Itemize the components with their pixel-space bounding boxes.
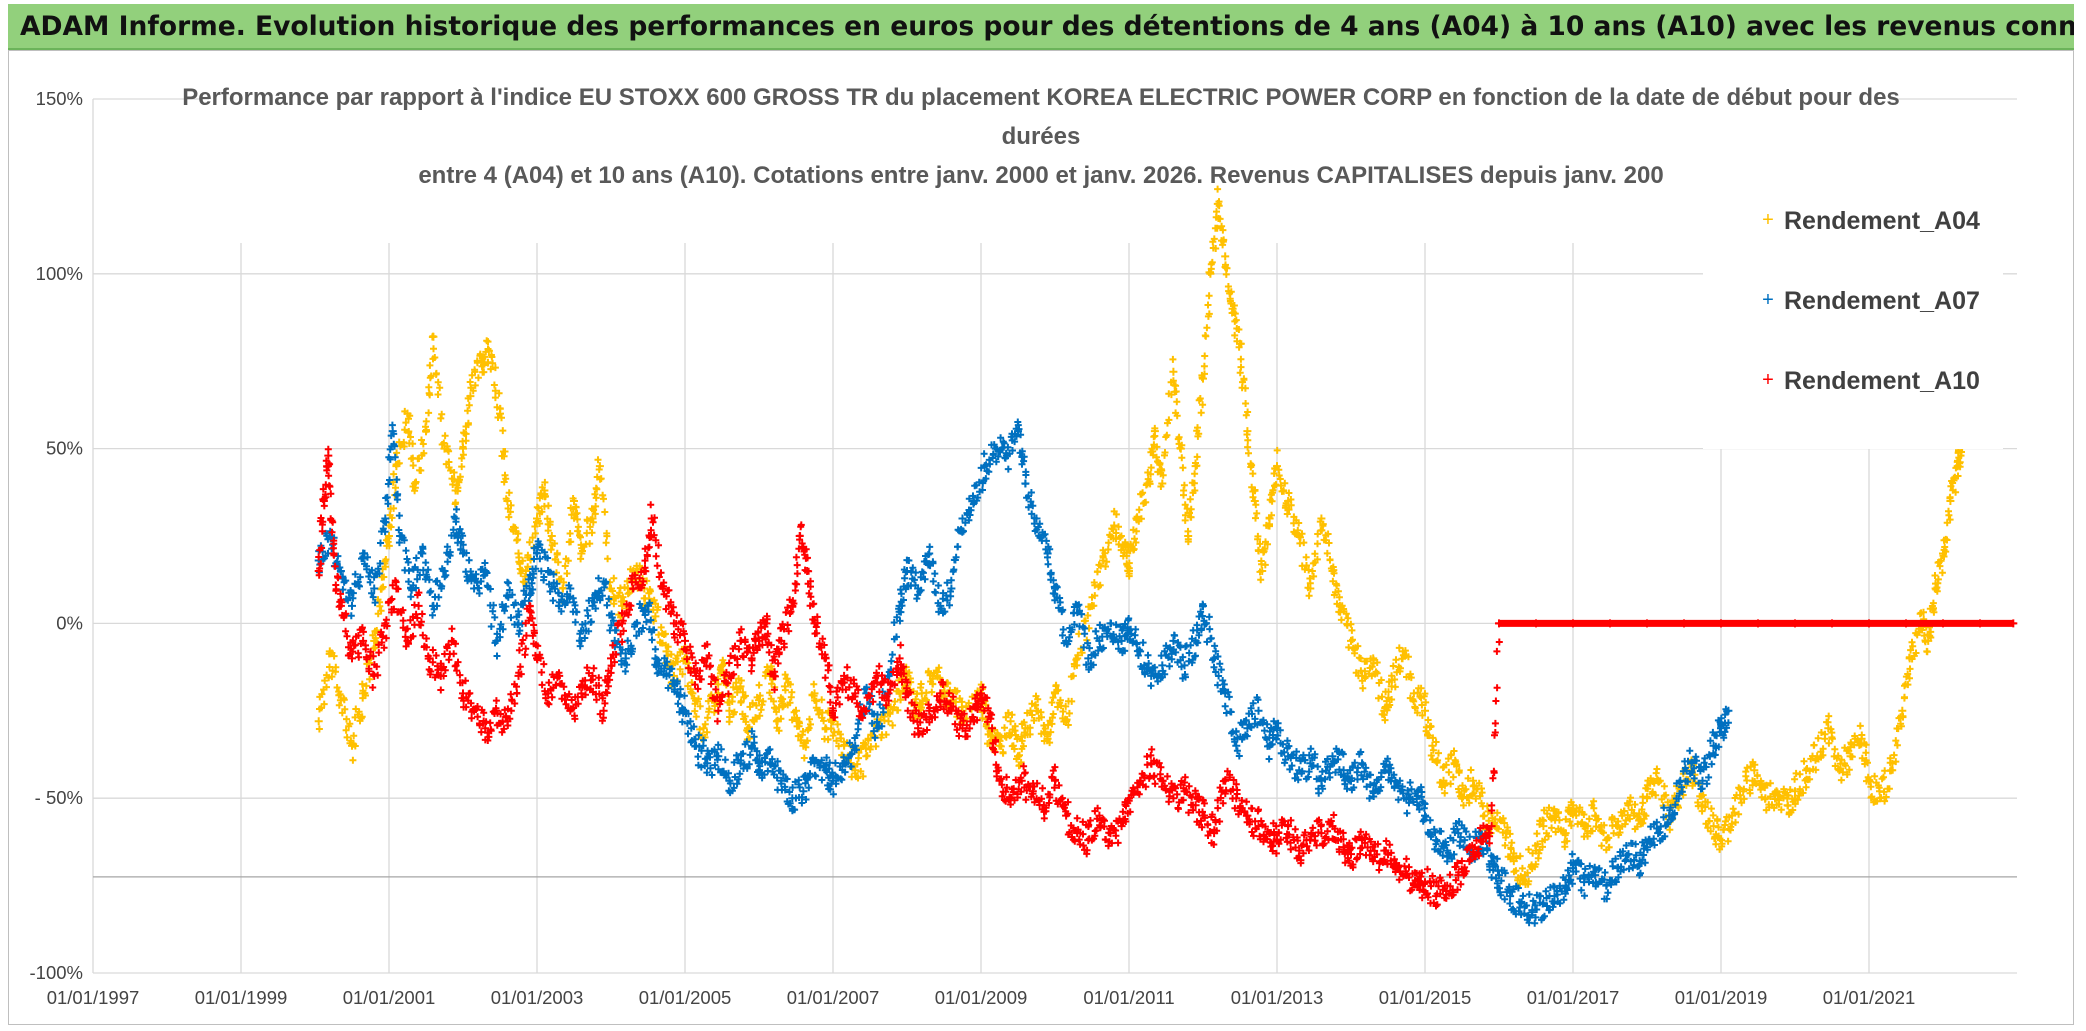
cloud-a07 — [315, 418, 1732, 927]
point-a04 — [1169, 367, 1178, 376]
x-tick-label: 01/01/2009 — [935, 987, 1028, 1008]
legend-item-a04: + Rendement_A04 — [1762, 207, 1980, 235]
point-a04 — [1347, 636, 1355, 645]
point-a07 — [1506, 892, 1515, 901]
point-a10 — [607, 654, 615, 663]
chart-title-line-3: entre 4 (A04) et 10 ans (A10). Cotations… — [418, 162, 1663, 189]
legend-item-a10: + Rendement_A10 — [1762, 367, 1980, 395]
y-tick-label: 150% — [36, 88, 83, 109]
y-tick-label: 100% — [36, 263, 83, 284]
y-tick-label: - 50% — [35, 787, 83, 808]
x-tick-label: 01/01/2011 — [1083, 987, 1174, 1008]
y-tick-label: 50% — [46, 438, 83, 459]
legend-marker-a07: + — [1762, 289, 1774, 311]
point-a10 — [1169, 794, 1178, 803]
point-a04 — [547, 532, 556, 540]
point-a10 — [681, 636, 689, 645]
chart-title-line-2: durées — [1002, 123, 1081, 150]
series-rendement-a10 — [314, 445, 2018, 910]
point-a04 — [314, 717, 323, 726]
point-a04 — [1709, 822, 1718, 831]
point-a10 — [481, 724, 490, 733]
point-a10 — [324, 451, 333, 460]
performance-scatter-chart: -100%- 50%0%50%100%150% 01/01/1997 01/01/… — [30, 84, 2018, 1008]
legend-label-a04: Rendement_A04 — [1784, 207, 1980, 235]
point-a07 — [348, 601, 356, 610]
x-axis-tick-labels: 01/01/1997 01/01/1999 01/01/2001 01/01/2003… — [47, 987, 1916, 1008]
x-tick-label: 01/01/2005 — [639, 987, 732, 1008]
title-background — [209, 91, 1889, 243]
legend-marker-a10: + — [1762, 369, 1774, 391]
point-a07 — [958, 514, 967, 523]
x-tick-label: 01/01/2001 — [343, 987, 436, 1008]
point-a07 — [1210, 654, 1219, 663]
chart-title-line-1: Performance par rapport à l'indice EU ST… — [182, 84, 1900, 111]
legend-marker-a04: + — [1762, 209, 1774, 231]
point-a04 — [725, 706, 734, 715]
point-a04 — [1791, 787, 1799, 796]
legend-label-a10: Rendement_A10 — [1784, 367, 1980, 395]
point-a07 — [799, 787, 808, 796]
y-tick-label: 0% — [56, 612, 83, 633]
x-tick-label: 01/01/2013 — [1231, 987, 1324, 1008]
y-tick-label: -100% — [30, 962, 83, 983]
point-a10 — [988, 724, 997, 733]
series-rendement-a07 — [314, 418, 1733, 927]
point-a07 — [370, 584, 379, 593]
y-axis-tick-labels: -100% - 50% 0% 50% 100% 150% — [30, 88, 83, 983]
legend-label-a07: Rendement_A07 — [1784, 287, 1980, 315]
point-a07 — [1232, 741, 1241, 750]
point-a07 — [1254, 706, 1263, 715]
point-a04 — [1006, 717, 1015, 726]
x-tick-label: 01/01/2019 — [1675, 987, 1768, 1008]
point-a10 — [714, 706, 723, 715]
chart-area: -100% - 50% 0% 50% 100% 150% 01/01/1997 01/01/… — [8, 50, 2074, 1025]
point-a04 — [651, 612, 660, 621]
legend: + Rendement_A04 + Rendement_A07 + Rendem… — [1703, 201, 2003, 449]
x-tick-label: 01/01/2007 — [787, 987, 880, 1008]
report-banner: ADAM Informe. Evolution historique des p… — [8, 4, 2074, 50]
cloud-a04 — [315, 185, 1966, 888]
x-tick-label: 01/01/2017 — [1527, 987, 1620, 1008]
x-tick-label: 01/01/1997 — [47, 987, 140, 1008]
point-a04 — [1421, 706, 1429, 715]
x-tick-label: 01/01/2003 — [491, 987, 584, 1008]
point-a04 — [699, 724, 708, 733]
legend-background — [1703, 201, 2003, 449]
x-tick-label: 01/01/1999 — [195, 987, 288, 1008]
point-a10 — [914, 724, 923, 733]
legend-item-a07: + Rendement_A07 — [1762, 287, 1980, 315]
point-a04 — [1221, 252, 1230, 261]
x-tick-label: 01/01/2021 — [1823, 987, 1916, 1008]
point-a07 — [1698, 776, 1707, 785]
x-tick-label: 01/01/2015 — [1379, 987, 1472, 1008]
